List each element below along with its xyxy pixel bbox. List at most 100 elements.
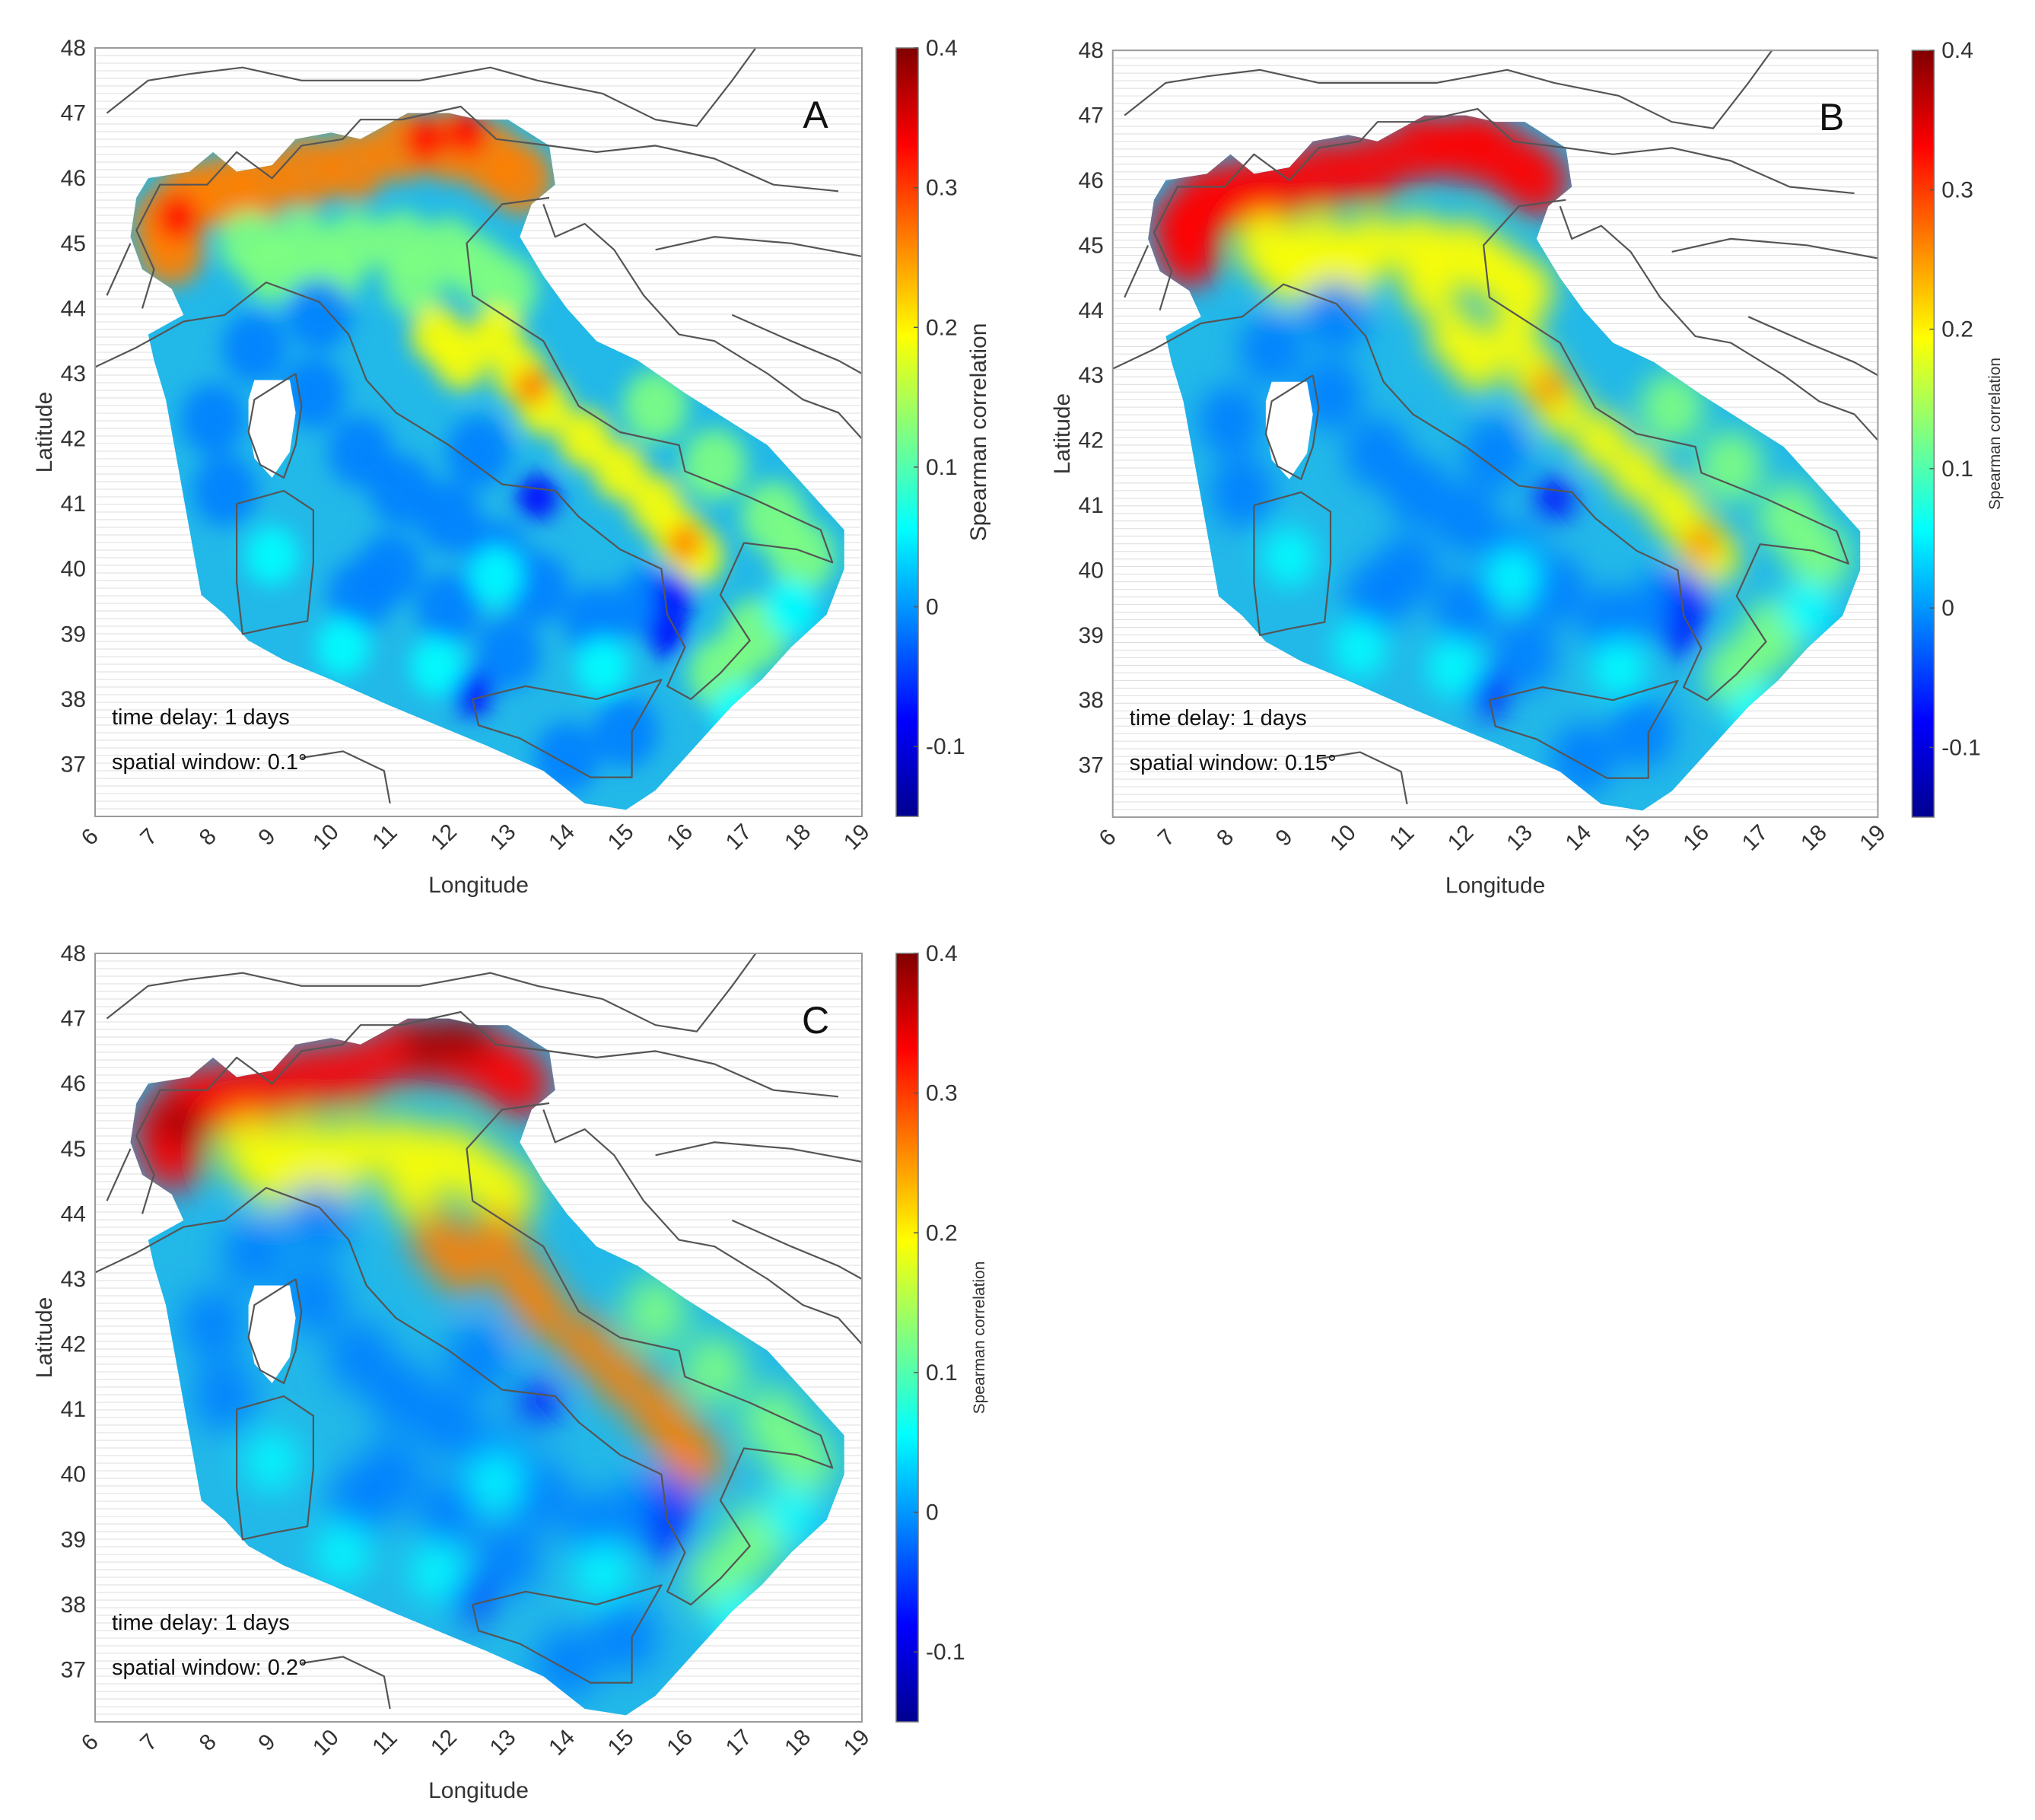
colorbar-tick-label: 0.3 [1941,177,1973,202]
heatmap-cell [564,585,629,657]
heatmap-cell [1463,417,1528,489]
colorbar-label: Spearman correlation [1986,358,2004,510]
x-tick-label: 11 [367,1726,402,1760]
colorbar-tick-label: 0.1 [926,1360,958,1386]
colorbar-gradient [1911,49,1935,818]
heatmap-cell [1663,612,1705,658]
heatmap-cell [479,1161,538,1227]
heatmap-cell [157,1099,199,1146]
y-tick-label: 45 [61,1137,86,1162]
heatmap-cell [180,383,246,455]
heatmap-cell [416,1386,482,1459]
x-axis-ticks: 6 7 8 9 10 11 12 13 14 15 16 17 18 19 [77,819,875,855]
heatmap-cell [416,1478,482,1550]
x-tick-label: 13 [485,1725,521,1761]
panel-label: A [803,94,828,136]
colorbar-tick-label: -0.1 [1941,735,1981,760]
heatmap-cell [514,367,550,406]
plot-frame [1111,49,1879,818]
heatmap-cell [647,611,688,657]
x-tick-label: 19 [839,819,875,855]
heatmap-cell [1298,358,1363,431]
heatmap-cell [475,1522,541,1596]
heatmap-cell [446,1321,511,1393]
heatmap-cell [1668,573,1710,619]
x-tick-label: 14 [544,819,580,855]
heatmap-cell [1495,258,1555,323]
heatmap-cell [281,357,346,429]
heatmap-cell [180,1288,246,1360]
heatmap-cell [1698,430,1763,502]
heatmap-cell [1580,586,1645,658]
y-tick-label: 46 [1078,168,1103,193]
colorbar: -0.1 0 0.1 0.2 0.3 0.4 Spearman correlation [1911,38,2004,818]
x-tick-label: 12 [426,819,462,855]
x-axis-ticks: 6 7 8 9 10 11 12 13 14 15 16 17 18 19 [77,1725,875,1761]
coastlines [94,953,863,1710]
colorbar-tick-label: 0.1 [926,455,958,480]
y-tick-label: 37 [61,752,86,778]
heatmap-cell [487,1048,552,1120]
heatmap-cell [1433,482,1499,555]
heatmap-cell [517,474,558,520]
heatmap-cell [475,617,541,690]
y-tick-label: 39 [61,622,86,647]
heatmap-cell [410,637,464,696]
y-tick-label: 41 [1078,493,1103,518]
heatmap-cell [623,370,688,442]
heatmap-cell [1427,307,1481,366]
x-tick-label: 11 [367,820,402,854]
y-tick-label: 38 [61,1592,86,1618]
y-tick-label: 40 [61,557,86,582]
y-tick-label: 42 [61,427,86,452]
y-axis-label: Latitude [32,1297,57,1379]
heatmap-cell [1639,371,1705,444]
heatmap-cell [245,1432,299,1491]
heatmap-cell [765,1484,818,1543]
y-tick-label: 48 [61,941,86,966]
heatmap-cell [192,1360,258,1433]
heatmap-cell [383,250,444,315]
x-tick-label: 17 [721,819,757,855]
heatmap-cell [1197,385,1263,457]
x-tick-label: 6 [77,1729,103,1756]
heatmap-cell [1210,456,1275,528]
heatmap-cell [1487,547,1540,606]
heatmap-cell [1551,723,1617,795]
heatmap-cell [275,1041,340,1113]
x-tick-label: 13 [485,819,521,855]
heatmap-cell [479,256,538,322]
colorbar-tick-label: -0.1 [926,1640,965,1665]
x-tick-label: 16 [1678,820,1714,856]
heatmap-cell [242,1142,302,1208]
panel-c: 37 38 39 40 41 42 43 44 45 46 47 48 6 7 8 9 10 11 12 13 14 15… [32,941,988,1803]
y-tick-label: 46 [61,1071,86,1096]
x-tick-label: 12 [426,1725,462,1761]
heatmap-cell [410,1211,464,1270]
colorbar: -0.1 0 0.1 0.2 0.3 0.4 Spearman correlation [895,941,988,1723]
heatmap-cell [416,481,482,553]
x-tick-label: 15 [603,1725,639,1761]
x-axis-label: Longitude [428,873,529,898]
heatmap-cell [287,278,352,351]
x-tick-label: 6 [1094,825,1121,851]
heatmap-cell [1610,443,1664,502]
y-tick-label: 38 [1078,688,1103,713]
heatmap-cell [1401,251,1461,317]
heatmap-cell [1504,145,1569,217]
y-tick-label: 41 [61,492,86,517]
y-tick-label: 39 [1078,623,1103,648]
x-tick-label: 16 [662,819,698,855]
colorbar-label: Spearman correlation [971,1262,988,1414]
y-axis-ticks: 37 38 39 40 41 42 43 44 45 46 47 48 [1078,38,1103,778]
x-tick-label: 15 [1620,820,1655,856]
y-axis-ticks: 37 38 39 40 41 42 43 44 45 46 47 48 [61,941,86,1683]
heatmap-cell [410,305,464,364]
colorbar-tick-label: 0.2 [1941,317,1973,342]
x-tick-label: 8 [195,1729,221,1756]
heatmap-cell [405,1021,447,1068]
heatmap-cell [221,1217,287,1289]
x-tick-label: 18 [1796,820,1832,856]
y-tick-label: 44 [61,296,86,321]
heatmap-cell [770,1425,836,1497]
